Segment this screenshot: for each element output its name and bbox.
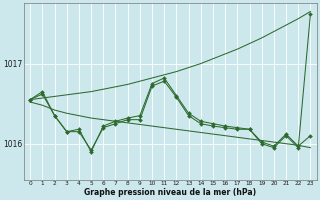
X-axis label: Graphe pression niveau de la mer (hPa): Graphe pression niveau de la mer (hPa): [84, 188, 256, 197]
